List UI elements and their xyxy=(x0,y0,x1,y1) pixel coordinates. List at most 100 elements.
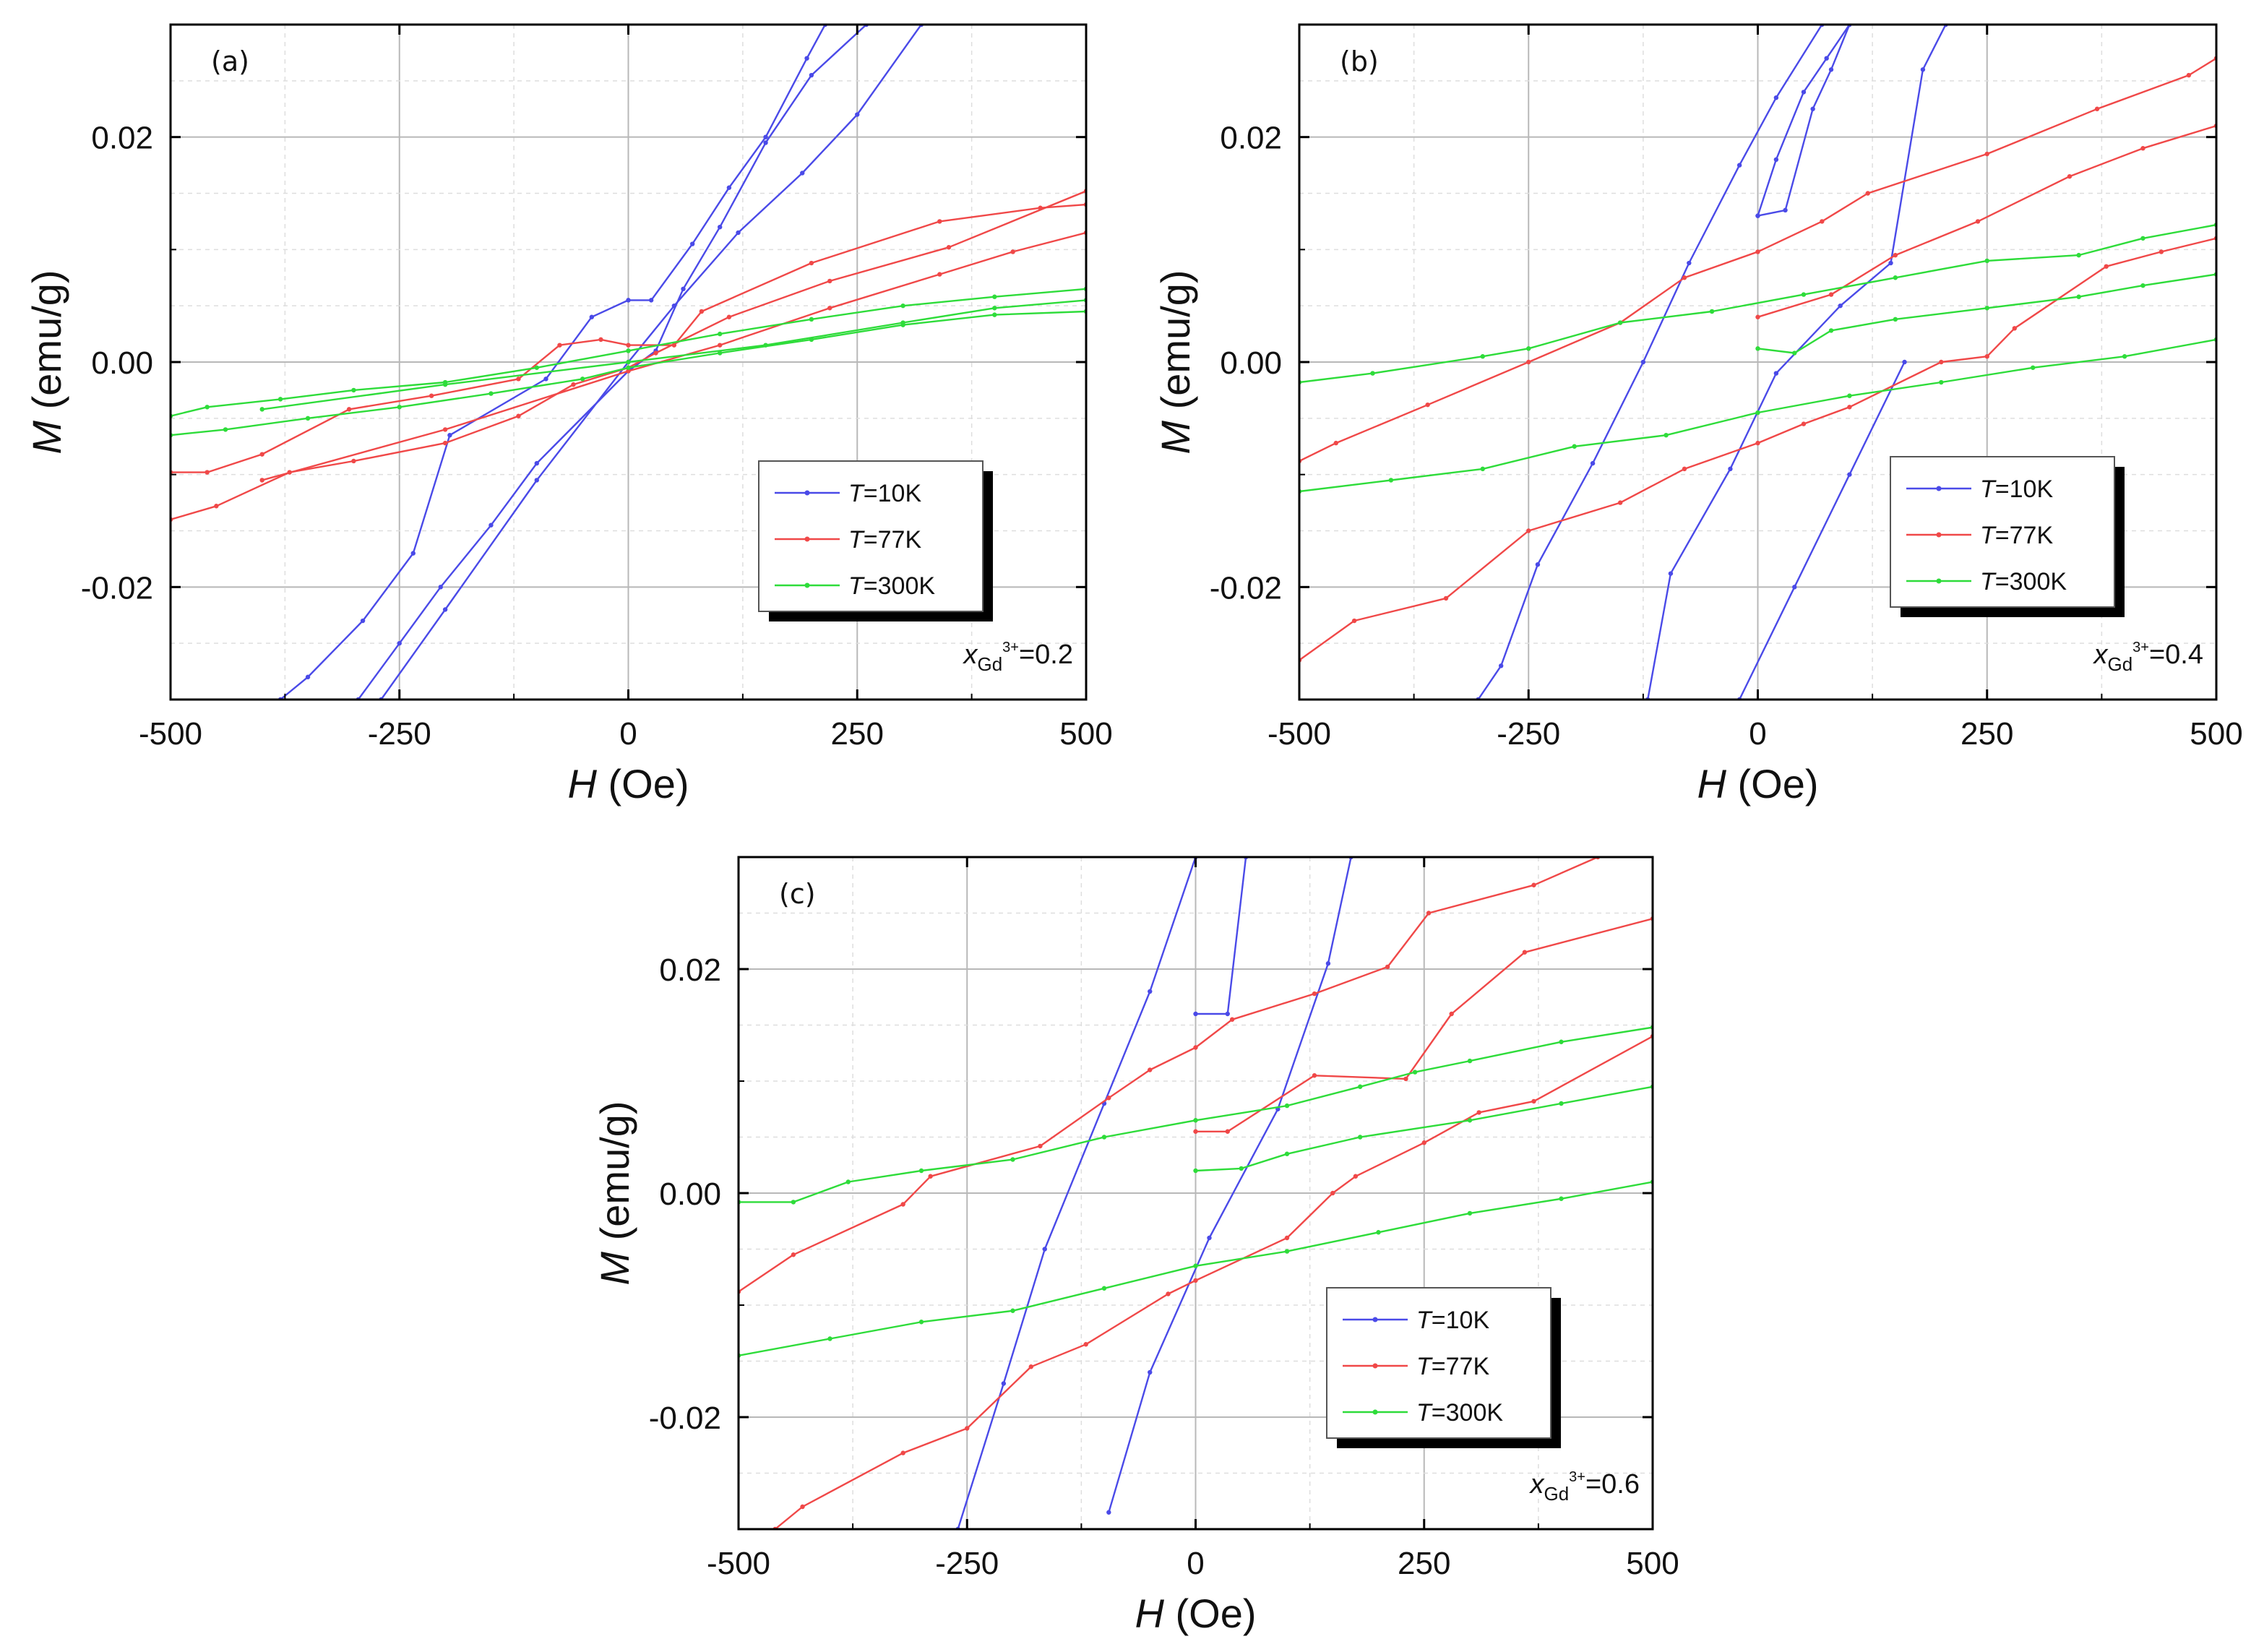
data-point xyxy=(1207,1235,1212,1241)
data-point xyxy=(1847,472,1852,477)
series-line xyxy=(1108,857,1352,1513)
series-group xyxy=(739,857,1653,1529)
data-point xyxy=(1668,571,1674,576)
legend-entry: T=10K xyxy=(775,480,921,507)
data-point xyxy=(1412,1070,1418,1075)
x-tick-label: 250 xyxy=(1961,716,2013,752)
legend-box xyxy=(1326,1287,1551,1439)
legend-label: T=77K xyxy=(848,526,921,554)
x-tick-label: 0 xyxy=(1187,1546,1204,1581)
data-point xyxy=(305,674,311,680)
data-point xyxy=(1535,562,1541,567)
series-line xyxy=(262,299,1086,410)
data-point xyxy=(442,382,448,387)
data-point xyxy=(900,320,905,325)
data-point xyxy=(1728,466,1733,472)
panel-label: (c) xyxy=(779,878,816,910)
data-point xyxy=(1166,1291,1171,1296)
data-point xyxy=(1792,585,1797,590)
x-tick-label: 500 xyxy=(1626,1546,1679,1581)
data-point xyxy=(1312,991,1317,997)
legend-label: T=300K xyxy=(1416,1399,1503,1427)
panel-b: -500 -250 0 250 500 -0.02 0.00 0.02 H (Oe) M (emu… xyxy=(1153,23,2243,806)
data-point xyxy=(626,348,631,353)
data-point xyxy=(1559,1039,1564,1044)
data-point xyxy=(397,405,402,410)
data-point xyxy=(1284,1151,1290,1156)
data-point xyxy=(928,1174,933,1179)
data-point xyxy=(1010,1157,1015,1162)
data-point xyxy=(2012,326,2018,331)
panel-c: -500 -250 0 250 500 -0.02 0.00 0.02 H (Oe) M (emu… xyxy=(592,856,1679,1636)
legend-label: T=77K xyxy=(1980,522,2053,549)
data-point xyxy=(589,314,595,319)
data-point xyxy=(1148,1369,1153,1375)
data-point xyxy=(534,365,539,370)
data-point xyxy=(1476,1110,1481,1115)
legend-label: T=300K xyxy=(848,572,935,600)
data-point xyxy=(800,1504,805,1510)
x-axis-title: H (Oe) xyxy=(1697,761,1818,806)
data-point xyxy=(648,298,654,303)
legend-marker xyxy=(804,582,810,588)
data-point xyxy=(580,377,585,382)
data-point xyxy=(736,230,741,236)
data-point xyxy=(571,382,576,387)
data-point xyxy=(900,1202,905,1207)
data-point xyxy=(1531,882,1536,887)
series-line xyxy=(1739,361,1906,700)
data-point xyxy=(1893,252,1898,258)
data-point xyxy=(516,413,521,418)
data-point xyxy=(992,294,997,299)
x-axis-title: H (Oe) xyxy=(1135,1591,1256,1636)
data-point xyxy=(1838,303,1843,309)
data-point xyxy=(689,241,695,246)
data-point xyxy=(1028,1364,1034,1369)
x-tick-label: 500 xyxy=(2190,716,2242,752)
data-point xyxy=(1480,466,1485,472)
data-point xyxy=(1810,106,1815,111)
data-point xyxy=(2076,294,2081,299)
data-point xyxy=(827,1336,832,1341)
data-point xyxy=(1755,213,1760,218)
y-tick-label: 0.02 xyxy=(91,121,153,156)
data-point xyxy=(1801,421,1807,426)
data-point xyxy=(1467,1058,1473,1064)
composition-label: xGd3+=0.4 xyxy=(2092,640,2203,675)
data-point xyxy=(809,260,814,266)
x-tick-label: 0 xyxy=(1749,716,1766,752)
data-point xyxy=(1975,219,1981,224)
y-tick-label: 0.02 xyxy=(659,952,721,988)
data-point xyxy=(1736,163,1742,168)
legend-entry: T=300K xyxy=(1343,1399,1503,1427)
series-line xyxy=(1299,223,2216,384)
data-point xyxy=(763,343,768,348)
data-point xyxy=(1101,1135,1107,1140)
data-point xyxy=(1148,989,1153,994)
data-point xyxy=(1284,1249,1290,1254)
data-point xyxy=(1449,1011,1454,1017)
data-point xyxy=(1888,260,1893,266)
data-point xyxy=(1783,207,1788,213)
data-point xyxy=(1522,950,1528,955)
composition-label: xGd3+=0.6 xyxy=(1528,1469,1640,1505)
data-point xyxy=(351,458,356,464)
panel-label: (b) xyxy=(1340,46,1379,77)
data-point xyxy=(1893,317,1898,322)
data-point xyxy=(1792,350,1797,356)
composition-label: xGd3+=0.2 xyxy=(962,640,1073,675)
legend: T=10K T=77K T=300K xyxy=(1326,1287,1561,1448)
legend-label: T=10K xyxy=(1416,1307,1489,1334)
data-point xyxy=(1148,1067,1153,1072)
legend: T=10K T=77K T=300K xyxy=(1890,456,2125,617)
data-point xyxy=(1828,292,1834,297)
data-point xyxy=(2186,72,2192,78)
data-point xyxy=(1824,56,1829,61)
data-point xyxy=(1828,328,1834,333)
y-tick-label: 0.00 xyxy=(659,1176,721,1212)
data-point xyxy=(2094,106,2100,111)
data-point xyxy=(1984,354,1989,359)
y-axis-title: M (emu/g) xyxy=(24,270,69,454)
legend-marker xyxy=(1372,1363,1378,1369)
data-point xyxy=(1467,1118,1473,1123)
